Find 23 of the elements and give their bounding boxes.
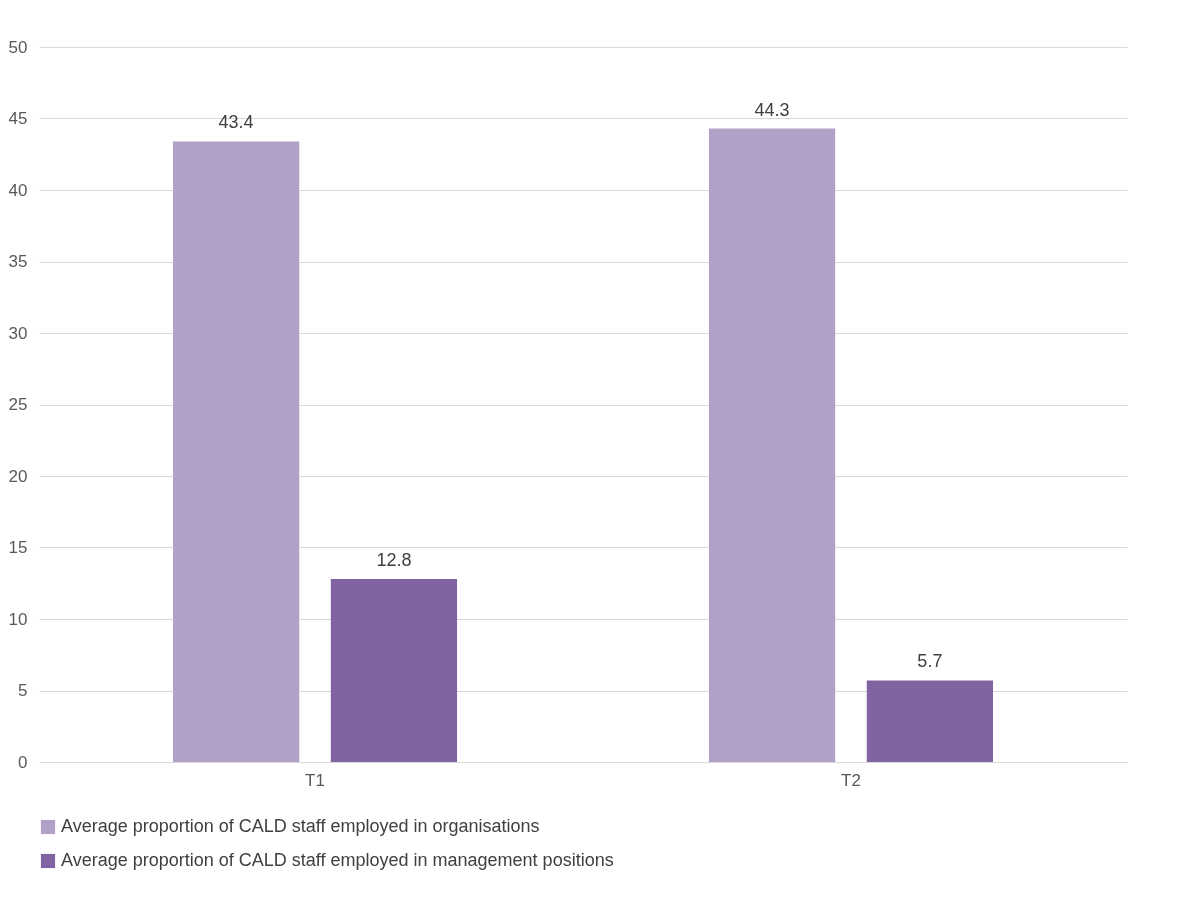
legend-label: Average proportion of CALD staff employed in management positions [61,850,614,870]
bar [866,680,994,762]
y-tick-label: 35 [8,252,28,271]
y-tick-label: 10 [8,609,28,629]
y-tick-label: 45 [8,109,28,128]
data-label: 43.4 [218,112,254,133]
y-tick-label: 5 [18,681,28,700]
data-label: 12.8 [376,549,412,570]
bar [172,141,300,762]
y-tick-label: 40 [8,180,28,200]
y-tick-label: 30 [8,323,28,343]
bar [708,128,836,762]
data-label: 44.3 [754,99,790,120]
legend-label: Average proportion of CALD staff employed in organisations [61,816,540,836]
y-tick-label: 0 [18,752,28,772]
y-tick-label: 15 [8,538,28,557]
y-tick-label: 50 [8,37,28,57]
y-tick-label: 20 [8,466,28,486]
x-tick-label: T1 [305,770,325,790]
data-label: 5.7 [917,651,943,672]
y-tick-label: 25 [8,395,28,414]
x-tick-label: T2 [841,770,861,790]
bar [330,578,458,762]
